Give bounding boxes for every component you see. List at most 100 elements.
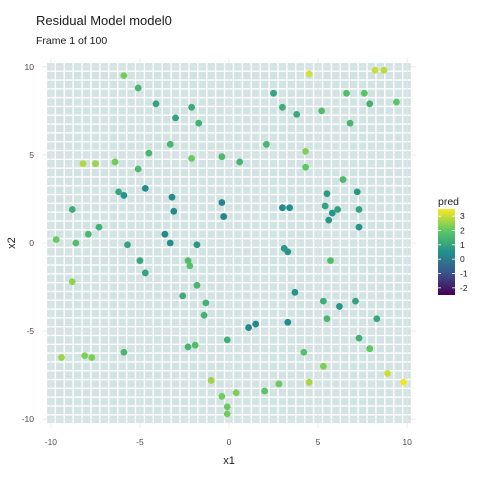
grid-tile: [243, 389, 251, 397]
data-point: [68, 278, 76, 286]
grid-tile: [162, 115, 171, 124]
grid-tile: [367, 160, 376, 168]
data-point: [218, 153, 226, 161]
grid-tile: [56, 345, 64, 353]
data-point: [186, 262, 194, 270]
grid-tile: [287, 380, 296, 388]
grid-tile: [287, 362, 296, 371]
grid-tile: [64, 318, 73, 326]
grid-tile: [100, 107, 109, 115]
grid-tile: [162, 98, 171, 106]
grid-tile: [243, 248, 251, 256]
grid-tile: [180, 318, 189, 326]
grid-tile: [198, 256, 207, 265]
grid-tile: [56, 397, 64, 406]
grid-tile: [82, 292, 91, 300]
grid-tile: [207, 98, 215, 106]
grid-tile: [207, 71, 215, 80]
grid-tile: [376, 212, 385, 221]
grid-tile: [394, 124, 402, 133]
grid-tile: [109, 204, 117, 212]
grid-tile: [260, 397, 269, 406]
grid-tile: [367, 406, 376, 415]
grid-tile: [305, 133, 313, 141]
grid-tile: [251, 406, 260, 415]
grid-tile: [394, 204, 402, 212]
grid-tile: [145, 300, 153, 309]
grid-tile: [100, 309, 109, 318]
grid-tile: [189, 362, 198, 371]
grid-tile: [332, 133, 340, 141]
data-point: [88, 354, 96, 361]
data-point: [58, 354, 65, 361]
grid-tile: [358, 195, 367, 203]
grid-tile: [305, 195, 313, 203]
grid-tile: [100, 124, 109, 133]
grid-tile: [216, 71, 224, 80]
grid-tile: [394, 353, 402, 362]
grid-tile: [367, 80, 376, 89]
grid-tile: [243, 71, 251, 80]
grid-tile: [109, 345, 117, 353]
grid-tile: [296, 300, 304, 309]
grid-tile: [251, 168, 260, 177]
grid-tile: [243, 80, 251, 89]
grid-tile: [376, 389, 385, 397]
grid-tile: [56, 265, 64, 274]
grid-tile: [154, 265, 162, 274]
grid-tile: [269, 274, 278, 282]
grid-tile: [118, 230, 126, 238]
grid-tile: [180, 204, 189, 212]
grid-tile: [323, 292, 331, 300]
grid-tile: [287, 292, 296, 300]
grid-tile: [251, 160, 260, 168]
grid-tile: [367, 380, 376, 388]
grid-tile: [145, 345, 153, 353]
grid-tile: [323, 89, 331, 97]
grid-tile: [278, 362, 287, 371]
grid-tile: [154, 212, 162, 221]
grid-tile: [145, 142, 153, 150]
grid-tile: [269, 336, 278, 344]
grid-tile: [349, 389, 358, 397]
grid-tile: [198, 380, 207, 388]
grid-tile: [358, 256, 367, 265]
grid-tile: [162, 195, 171, 203]
grid-tile: [234, 336, 242, 344]
grid-tile: [189, 406, 198, 415]
grid-tile: [127, 265, 135, 274]
grid-tile: [118, 221, 126, 230]
grid-tile: [127, 283, 135, 291]
grid-tile: [216, 89, 224, 97]
grid-tile: [305, 274, 313, 282]
grid-tile: [296, 186, 304, 194]
grid-tile: [180, 133, 189, 141]
grid-tile: [91, 345, 100, 353]
grid-tile: [118, 142, 126, 150]
grid-tile: [82, 256, 91, 265]
grid-tile: [367, 212, 376, 221]
grid-tile: [207, 256, 215, 265]
grid-tile: [278, 168, 287, 177]
grid-tile: [296, 318, 304, 326]
grid-tile: [82, 115, 91, 124]
grid-tile: [269, 133, 278, 141]
grid-tile: [296, 204, 304, 212]
legend-tick-label: 2: [460, 226, 465, 236]
grid-tile: [287, 168, 296, 177]
grid-tile: [269, 168, 278, 177]
grid-tile: [332, 221, 340, 230]
grid-tile: [243, 212, 251, 221]
grid-tile: [216, 397, 224, 406]
grid-tile: [269, 124, 278, 133]
grid-tile: [394, 230, 402, 238]
grid-tile: [349, 124, 358, 133]
grid-tile: [278, 336, 287, 344]
grid-tile: [305, 336, 313, 344]
grid-tile: [154, 300, 162, 309]
grid-tile: [180, 345, 189, 353]
grid-tile: [341, 283, 349, 291]
grid-tile: [207, 283, 215, 291]
grid-tile: [73, 195, 82, 203]
grid-tile: [198, 406, 207, 415]
